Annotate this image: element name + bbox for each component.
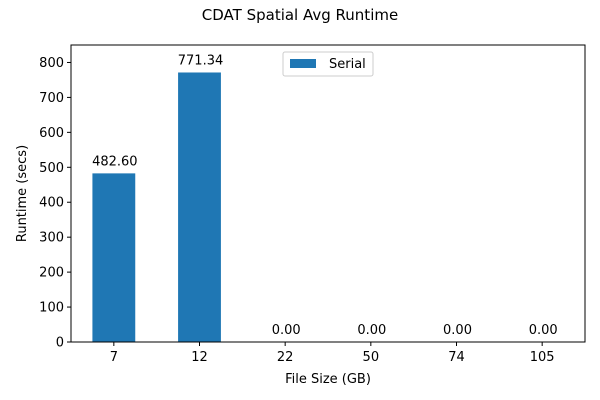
x-tick-label: 50 [363, 350, 380, 365]
y-tick-label: 100 [39, 301, 64, 316]
legend: Serial [282, 51, 374, 77]
bar-12 [178, 72, 221, 342]
x-tick-label: 74 [448, 350, 465, 365]
y-tick-label: 500 [39, 161, 64, 176]
legend-label-serial: Serial [329, 57, 366, 72]
data-label-50: 0.00 [357, 323, 386, 338]
y-tick-label: 0 [56, 336, 64, 351]
legend-swatch-serial [290, 59, 316, 68]
data-label-22: 0.00 [272, 323, 301, 338]
plot-area: 0 100 200 300 400 500 600 700 800 7 482.60 12 771.34… [39, 53, 557, 365]
x-tick-label: 12 [191, 350, 208, 365]
y-tick-label: 800 [39, 56, 64, 71]
y-tick-label: 300 [39, 231, 64, 246]
legend-box [282, 51, 374, 77]
x-tick-label: 22 [277, 350, 294, 365]
y-axis-label: Runtime (secs) [15, 145, 30, 242]
bar-7 [92, 173, 136, 342]
chart-title: CDAT Spatial Avg Runtime [202, 6, 398, 24]
y-tick-label: 200 [39, 266, 64, 281]
data-label-12: 771.34 [178, 53, 224, 68]
data-label-7: 482.60 [92, 154, 138, 169]
x-tick-label: 105 [530, 350, 555, 365]
x-tick-label: 7 [110, 350, 118, 365]
data-label-74: 0.00 [443, 323, 472, 338]
axes-frame [70, 44, 586, 343]
y-tick-label: 700 [39, 91, 64, 106]
x-axis-label: File Size (GB) [285, 372, 371, 387]
data-label-105: 0.00 [529, 323, 558, 338]
y-tick-label: 400 [39, 196, 64, 211]
y-tick-label: 600 [39, 126, 64, 141]
